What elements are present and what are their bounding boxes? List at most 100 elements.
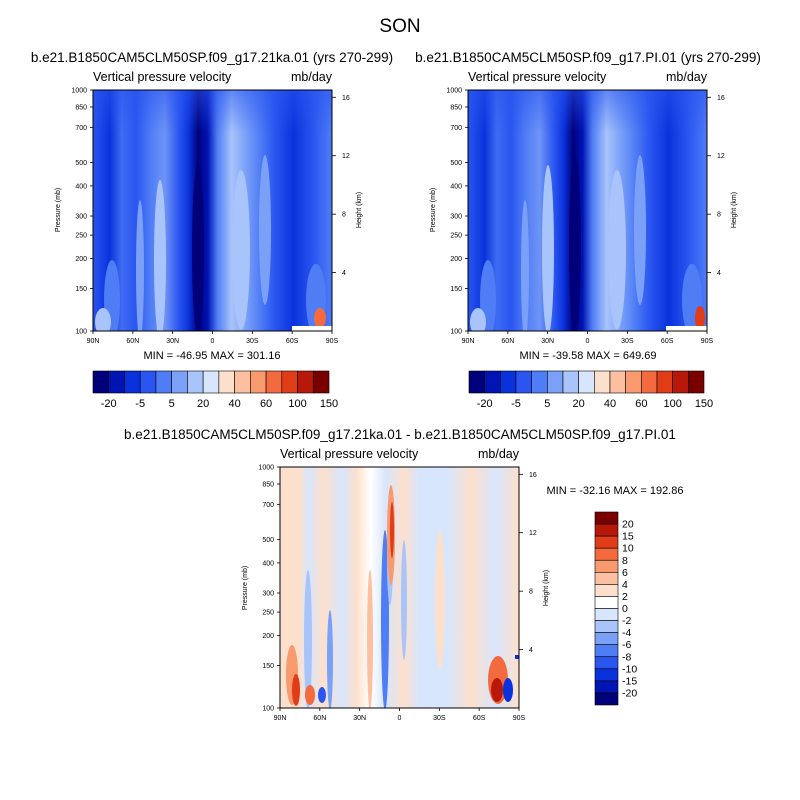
- colorbar-swatch: [139, 370, 157, 394]
- height-tick-label: 16: [717, 95, 725, 102]
- colorbar-swatch: [187, 370, 204, 394]
- height-tick-label: 4: [717, 270, 721, 277]
- pressure-tick-label: 400: [75, 183, 87, 190]
- panel-diff-height-ticks: 16 12 8 4: [519, 472, 537, 654]
- panel-pi-x-ticks: 90N 60N 30N 0 30S 60S 90S: [462, 331, 714, 345]
- colorbar-swatch: [202, 370, 220, 394]
- colorbar-swatch: [500, 370, 517, 394]
- panel-21ka-colorbar: -20 -5 5 20 40 60 100 150: [92, 370, 338, 410]
- height-tick-label: 12: [342, 153, 350, 160]
- pressure-tick-label: 100: [75, 329, 87, 336]
- colorbar-swatch: [594, 572, 619, 585]
- panel-pi-stats: MIN = -39.58 MAX = 649.69: [520, 350, 657, 362]
- latitude-tick-label: 30N: [353, 715, 366, 722]
- pressure-tick-label: 300: [450, 214, 462, 221]
- pressure-tick-label: 850: [450, 105, 462, 112]
- pressure-tick-label: 250: [75, 233, 87, 240]
- latitude-tick-label: 30S: [621, 338, 634, 345]
- pressure-tick-label: 200: [450, 256, 462, 263]
- colorbar-swatch: [641, 370, 658, 394]
- colorbar-swatch: [625, 370, 642, 394]
- latitude-tick-label: 30S: [246, 338, 259, 345]
- colorbar-label: -6: [622, 639, 631, 651]
- panel-diff-left-label: Vertical pressure velocity: [280, 447, 419, 461]
- colorbar-swatch: [594, 535, 619, 549]
- latitude-tick-label: 30N: [166, 338, 179, 345]
- panel-diff-title: b.e21.B1850CAM5CLM50SP.f09_g17.21ka.01 -…: [124, 427, 676, 442]
- latitude-tick-label: 30S: [433, 715, 446, 722]
- latitude-tick-label: 90N: [87, 338, 100, 345]
- panel-pi-title: b.e21.B1850CAM5CLM50SP.f09_g17.PI.01 (yr…: [415, 50, 761, 65]
- pressure-tick-label: 400: [450, 183, 462, 190]
- pressure-tick-label: 250: [262, 610, 274, 617]
- colorbar-swatch: [562, 370, 579, 394]
- colorbar-label: -5: [511, 398, 521, 410]
- colorbar-swatch: [281, 370, 298, 394]
- colorbar-swatch: [531, 370, 548, 394]
- pressure-tick-label: 150: [262, 663, 274, 670]
- latitude-tick-label: 90S: [326, 338, 339, 345]
- pressure-tick-label: 700: [262, 502, 274, 509]
- pressure-tick-label: 500: [262, 537, 274, 544]
- colorbar-label: 15: [622, 531, 634, 543]
- height-tick-label: 8: [717, 212, 721, 219]
- panel-21ka-field: [93, 90, 332, 331]
- colorbar-swatch: [92, 370, 110, 394]
- colorbar-label: 5: [169, 398, 175, 410]
- colorbar-swatch: [594, 523, 619, 537]
- panel-pi-ylabel-right: Height (km): [731, 192, 738, 228]
- pressure-tick-label: 100: [262, 706, 274, 713]
- colorbar-swatch: [594, 620, 619, 633]
- main-title: SON: [379, 16, 420, 37]
- pressure-tick-label: 700: [450, 125, 462, 132]
- height-tick-label: 16: [529, 472, 537, 479]
- colorbar-swatch: [312, 370, 330, 394]
- colorbar-label: 150: [695, 398, 713, 410]
- colorbar-label: -5: [135, 398, 145, 410]
- colorbar-swatch: [594, 668, 619, 682]
- height-tick-label: 4: [529, 647, 533, 654]
- colorbar-label: -4: [622, 627, 631, 639]
- height-tick-label: 8: [529, 589, 533, 596]
- panel-diff-ylabel: Pressure (mb): [242, 566, 249, 610]
- pressure-tick-label: 300: [262, 591, 274, 598]
- latitude-tick-label: 60S: [286, 338, 299, 345]
- panel-pi-field: [468, 90, 707, 331]
- latitude-tick-label: 30N: [541, 338, 554, 345]
- colorbar-swatch: [594, 547, 619, 561]
- latitude-tick-label: 90S: [701, 338, 714, 345]
- height-tick-label: 4: [342, 270, 346, 277]
- panel-diff: b.e21.B1850CAM5CLM50SP.f09_g17.21ka.01 -…: [124, 427, 683, 722]
- colorbar-label: 40: [228, 398, 240, 410]
- colorbar-swatch: [547, 370, 564, 394]
- panel-21ka-height-ticks: 16 12 8 4: [332, 95, 350, 277]
- colorbar-swatch: [594, 656, 619, 670]
- height-tick-label: 8: [342, 212, 346, 219]
- pressure-tick-label: 400: [262, 560, 274, 567]
- colorbar-label: 10: [622, 543, 634, 555]
- colorbar-label: 6: [622, 567, 628, 579]
- pressure-tick-label: 150: [450, 286, 462, 293]
- colorbar-label: -8: [622, 651, 631, 663]
- colorbar-label: 150: [320, 398, 338, 410]
- latitude-tick-label: 60S: [473, 715, 486, 722]
- colorbar-swatch: [594, 370, 611, 394]
- panel-pi-colorbar: -20 -5 5 20 40 60 100 150: [468, 370, 713, 410]
- panel-21ka: b.e21.B1850CAM5CLM50SP.f09_g17.21ka.01 (…: [31, 50, 393, 410]
- colorbar-label: 60: [635, 398, 647, 410]
- colorbar-swatch: [594, 511, 619, 525]
- colorbar-label: -20: [622, 687, 637, 699]
- panel-21ka-stats: MIN = -46.95 MAX = 301.16: [144, 350, 281, 362]
- panel-21ka-units: mb/day: [291, 70, 333, 84]
- colorbar-swatch: [171, 370, 188, 394]
- latitude-tick-label: 90S: [513, 715, 526, 722]
- pressure-tick-label: 250: [450, 233, 462, 240]
- colorbar-label: 100: [663, 398, 681, 410]
- colorbar-swatch: [672, 370, 689, 394]
- pressure-tick-label: 850: [75, 105, 87, 112]
- colorbar-swatch: [155, 370, 172, 394]
- pressure-tick-label: 150: [75, 286, 87, 293]
- panel-21ka-ylabel: Pressure (mb): [55, 188, 62, 232]
- height-tick-label: 12: [717, 153, 725, 160]
- panel-pi-y-ticks: 100 150 200 250 300 400 500 700 850 1000: [446, 88, 468, 336]
